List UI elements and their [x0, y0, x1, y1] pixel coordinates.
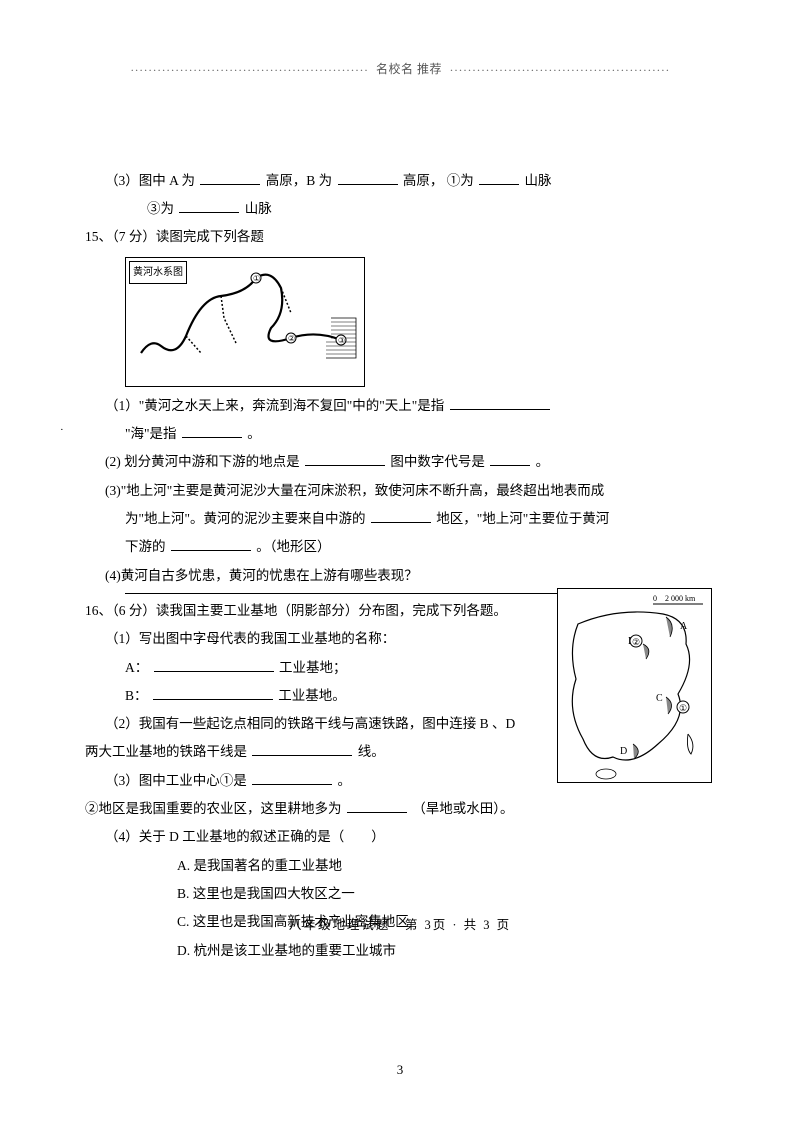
blank-field[interactable]	[252, 771, 332, 785]
svg-text:③: ③	[338, 336, 345, 345]
q15-1b-text: "海"是指	[125, 426, 177, 441]
svg-text:D: D	[620, 746, 627, 757]
q15-1b: "海"是指 。	[85, 421, 715, 447]
q14-3-suffix: 山脉	[525, 173, 552, 188]
svg-text:②: ②	[632, 637, 640, 647]
blank-field[interactable]	[171, 538, 251, 552]
q16-3b-end: （旱地或水田）。	[412, 801, 513, 816]
q14-3-mid1: 高原，B 为	[266, 173, 332, 188]
q16-1b-t: B：	[125, 688, 148, 703]
blank-field[interactable]	[338, 171, 398, 185]
q14-3-l2b: 山脉	[245, 201, 272, 216]
q16-3a-end: 。	[338, 773, 352, 788]
q16-1: （1）写出图中字母代表的我国工业基地的名称：	[85, 626, 505, 652]
blank-field[interactable]	[252, 743, 352, 757]
q16-1a: A： 工业基地；	[85, 655, 505, 681]
q15-2c: 。	[536, 454, 550, 469]
map-scale-text: 0 2 000 km	[653, 594, 696, 603]
q16-2b: 两大工业基地的铁路干线是 线。	[85, 739, 505, 765]
page-number: 3	[0, 1062, 800, 1078]
china-industry-map: 0 2 000 km A B ② C ① D	[557, 588, 712, 783]
q15-2a: (2) 划分黄河中游和下游的地点是	[105, 454, 300, 469]
q16-3a-t: （3）图中工业中心①是	[105, 773, 247, 788]
blank-field[interactable]	[479, 171, 519, 185]
blank-field[interactable]	[371, 509, 431, 523]
q14-3-l2a: ③为	[147, 201, 174, 216]
q16-optD[interactable]: D. 杭州是该工业基地的重要工业城市	[85, 938, 715, 964]
header-dots-right: ········································…	[450, 63, 670, 78]
margin-dot: ·	[60, 420, 64, 441]
yellow-river-map: 黄河水系图 ① ② ③	[125, 257, 365, 387]
q15-3c-t: 地区，"地上河"主要位于黄河	[436, 511, 609, 526]
q15-3b: 为"地上河"。黄河的泥沙主要来自中游的 地区，"地上河"主要位于黄河	[85, 506, 715, 532]
q15-1b-end: 。	[247, 426, 261, 441]
header-label: 名校名 推荐	[376, 60, 442, 77]
q16-2a: （2）我国有一些起讫点相同的铁路干线与高速铁路，图中连接 B 、D	[85, 711, 505, 737]
content-body: （3）图中 A 为 高原，B 为 高原， ①为 山脉 ③为 山脉 15、（7 分…	[85, 168, 715, 964]
blank-field[interactable]	[450, 396, 550, 410]
svg-text:C: C	[656, 693, 663, 704]
svg-text:②: ②	[288, 334, 295, 343]
q15-4: (4)黄河自古多忧患，黄河的忧患在上游有哪些表现？	[85, 563, 715, 589]
blank-field[interactable]	[305, 453, 385, 467]
q14-3-mid2: 高原， ①为	[403, 173, 474, 188]
q15-title: 15、（7 分）读图完成下列各题	[85, 224, 715, 250]
q16-3a: （3）图中工业中心①是 。	[85, 768, 505, 794]
china-map-svg: 0 2 000 km A B ② C ① D	[558, 589, 711, 782]
q16-1a-end: 工业基地；	[279, 660, 347, 675]
page-footer-label: 八年级地理试题 第 3页 · 共 3 页	[0, 914, 800, 933]
q15-3d-t: 下游的	[125, 539, 166, 554]
page-header: ········································…	[85, 60, 715, 78]
q16-optB[interactable]: B. 这里也是我国四大牧区之一	[85, 881, 715, 907]
q15-3b-t: 为"地上河"。黄河的泥沙主要来自中游的	[125, 511, 366, 526]
q15-1a-text: （1）"黄河之水天上来，奔流到海不复回"中的"天上"是指	[105, 398, 444, 413]
blank-field[interactable]	[154, 658, 274, 672]
exam-page: ········································…	[0, 0, 800, 1133]
svg-text:①: ①	[253, 274, 260, 283]
q15-3e-t: 。（地形区）	[256, 539, 330, 554]
blank-field[interactable]	[182, 425, 242, 439]
blank-field[interactable]	[153, 686, 273, 700]
map-caption: 黄河水系图	[129, 261, 187, 285]
q16-3b: ②地区是我国重要的农业区，这里耕地多为 （旱地或水田）。	[85, 796, 505, 822]
q14-3-prefix: （3）图中 A 为	[105, 173, 195, 188]
blank-field[interactable]	[200, 171, 260, 185]
blank-field[interactable]	[347, 800, 407, 814]
answer-line[interactable]	[125, 593, 585, 594]
q14-3-line1: （3）图中 A 为 高原，B 为 高原， ①为 山脉	[85, 168, 715, 194]
svg-text:A: A	[680, 621, 688, 632]
q16-2b-end: 线。	[358, 744, 385, 759]
q16-4: （4）关于 D 工业基地的叙述正确的是（ ）	[85, 824, 715, 850]
q15-2b: 图中数字代号是	[390, 454, 485, 469]
q16-1b-end: 工业基地。	[278, 688, 346, 703]
q15-3a: (3)"地上河"主要是黄河泥沙大量在河床淤积，致使河床不断升高，最终超出地表而成	[85, 478, 715, 504]
header-dots-left: ········································…	[130, 63, 368, 78]
q16-optA[interactable]: A. 是我国著名的重工业基地	[85, 853, 715, 879]
q15-3d: 下游的 。（地形区）	[85, 534, 715, 560]
svg-text:①: ①	[679, 703, 687, 713]
q16-1b: B： 工业基地。	[85, 683, 505, 709]
blank-field[interactable]	[179, 200, 239, 214]
q16-2b-t: 两大工业基地的铁路干线是	[85, 744, 247, 759]
q16-3b-t: ②地区是我国重要的农业区，这里耕地多为	[85, 801, 342, 816]
q16-1a-t: A：	[125, 660, 148, 675]
q15-1a: （1）"黄河之水天上来，奔流到海不复回"中的"天上"是指	[85, 393, 715, 419]
q14-3-line2: ③为 山脉	[85, 196, 715, 222]
blank-field[interactable]	[490, 453, 530, 467]
q15-2: (2) 划分黄河中游和下游的地点是 图中数字代号是 。	[85, 449, 715, 475]
